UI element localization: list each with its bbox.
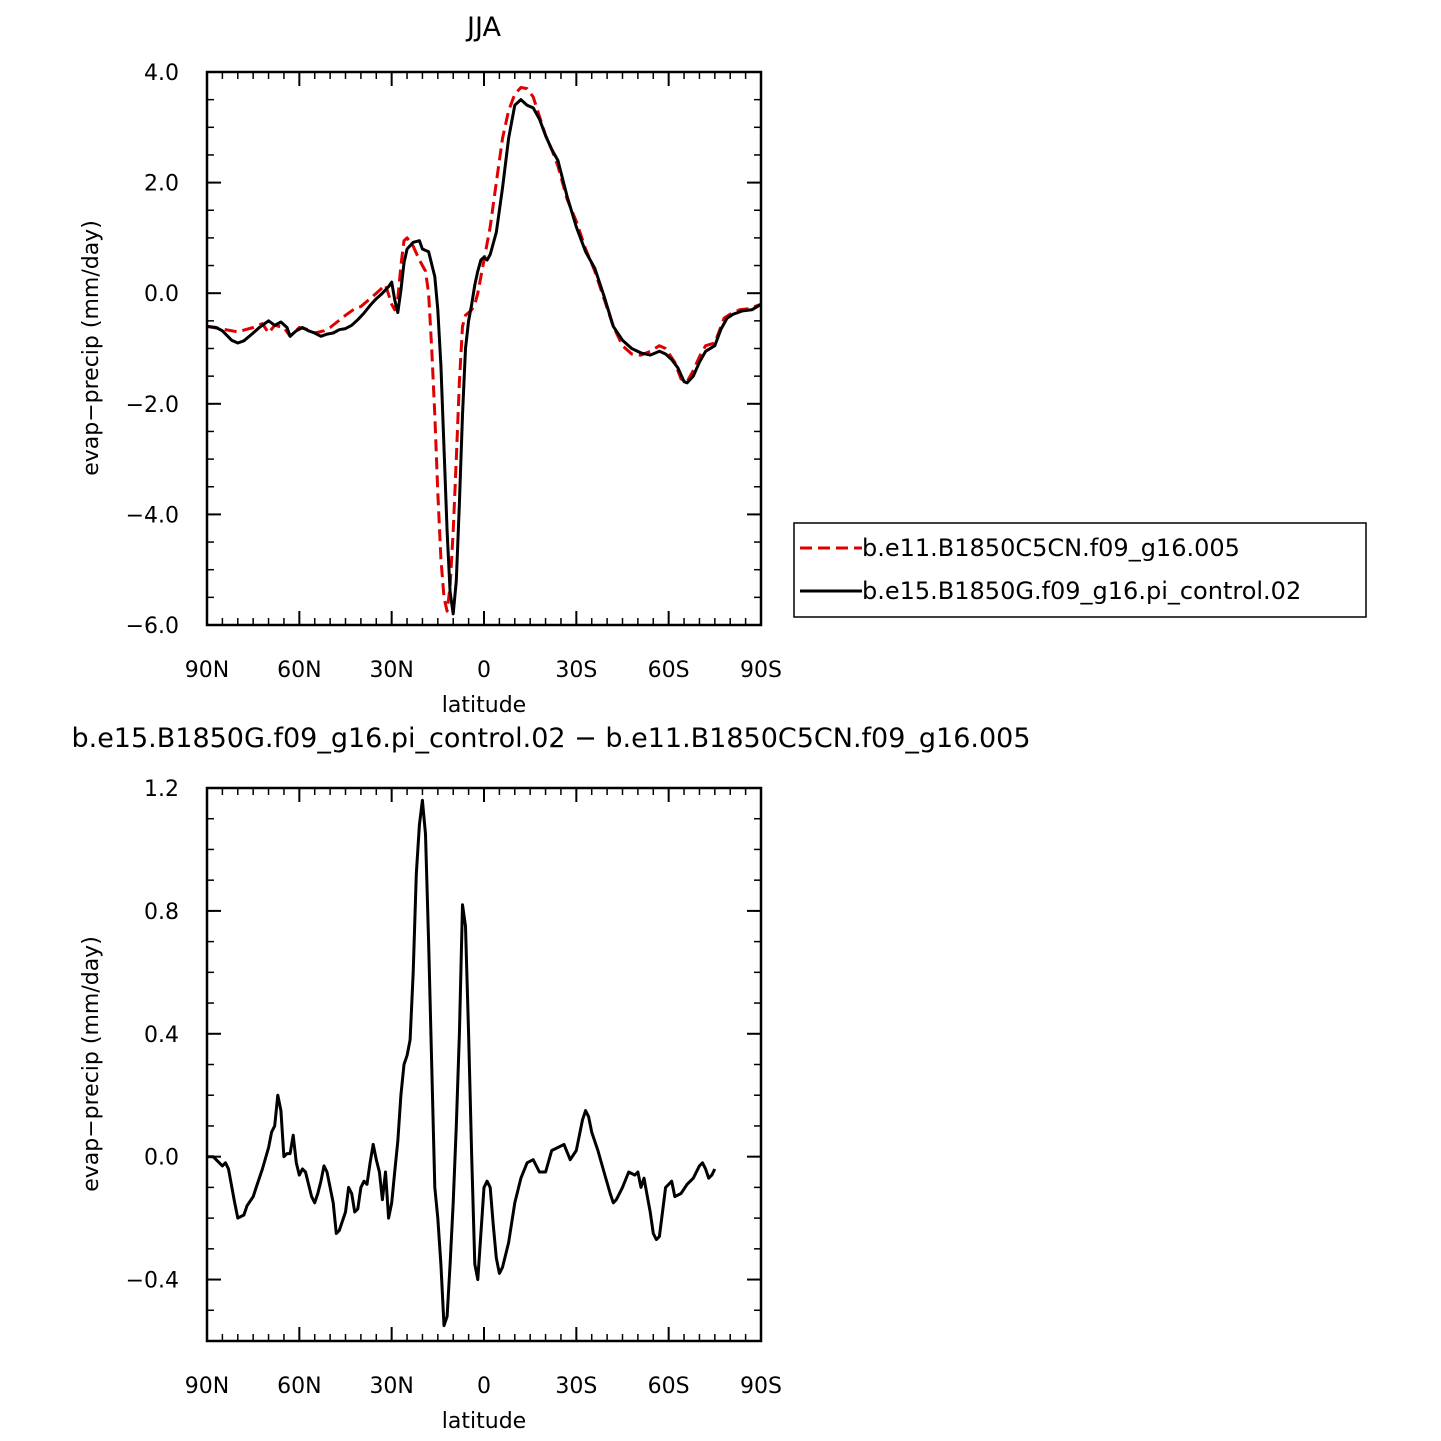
y-tick-label: 0.4 xyxy=(144,1023,179,1048)
x-tick-label: 90N xyxy=(185,1374,229,1399)
y-tick-label: 1.2 xyxy=(144,777,179,802)
panel-bottom-x-axis-label: latitude xyxy=(442,1409,526,1434)
y-tick-label: 4.0 xyxy=(144,61,179,86)
panel-top: JJA −6.0 −4.0 −2.0 0.0 2.0 4.0 90N 60N 30N 0 30S 60… xyxy=(79,12,1367,718)
y-tick-label: −2.0 xyxy=(126,393,179,418)
panel-bottom-plot-area: −0.4 0.0 0.4 0.8 1.2 90N 60N 30N 0 30S 60S 90S xyxy=(126,777,782,1399)
panel-top-y-axis-label: evap−precip (mm/day) xyxy=(79,220,104,476)
x-tick-label: 90S xyxy=(740,1374,782,1399)
panel-top-plot-area: −6.0 −4.0 −2.0 0.0 2.0 4.0 90N 60N 30N 0 30S 60S 90S xyxy=(126,61,782,683)
x-tick-label: 30N xyxy=(369,1374,413,1399)
legend-label-series-1: b.e11.B1850C5CN.f09_g16.005 xyxy=(862,534,1240,562)
series-line-2 xyxy=(206,98,762,616)
y-tick-label: 0.8 xyxy=(144,900,179,925)
legend-box xyxy=(793,522,1367,618)
series-line-1 xyxy=(206,86,762,613)
x-tick-label: 30S xyxy=(555,658,597,683)
series-line-1 xyxy=(207,798,717,1328)
y-tick-label: 0.0 xyxy=(144,282,179,307)
y-tick-label: 0.0 xyxy=(144,1146,179,1171)
x-tick-label: 0 xyxy=(477,1374,491,1399)
x-tick-label: 60S xyxy=(648,658,690,683)
panel-bottom: b.e15.B1850G.f09_g16.pi_control.02 − b.e… xyxy=(71,723,1030,1434)
x-tick-label: 60N xyxy=(277,1374,321,1399)
panel-bottom-title: b.e15.B1850G.f09_g16.pi_control.02 − b.e… xyxy=(71,723,1030,754)
x-tick-label: 90N xyxy=(185,658,229,683)
panel-bottom-y-axis-label: evap−precip (mm/day) xyxy=(79,936,104,1192)
y-tick-label: −0.4 xyxy=(126,1269,179,1294)
plot-frame xyxy=(205,786,763,1343)
x-tick-label: 30S xyxy=(555,1374,597,1399)
y-tick-label: 2.0 xyxy=(144,172,179,197)
y-tick-label: −4.0 xyxy=(126,503,179,528)
panel-top-x-axis-label: latitude xyxy=(442,693,526,718)
x-tick-label: 60S xyxy=(648,1374,690,1399)
y-tick-label: −6.0 xyxy=(126,614,179,639)
plot-frame xyxy=(205,70,763,627)
x-tick-label: 0 xyxy=(477,658,491,683)
x-tick-label: 60N xyxy=(277,658,321,683)
legend: b.e11.B1850C5CN.f09_g16.005 b.e15.B1850G… xyxy=(793,522,1367,618)
x-tick-label: 90S xyxy=(740,658,782,683)
x-tick-label: 30N xyxy=(369,658,413,683)
panel-top-title: JJA xyxy=(465,12,501,43)
legend-label-series-2: b.e15.B1850G.f09_g16.pi_control.02 xyxy=(862,577,1301,605)
